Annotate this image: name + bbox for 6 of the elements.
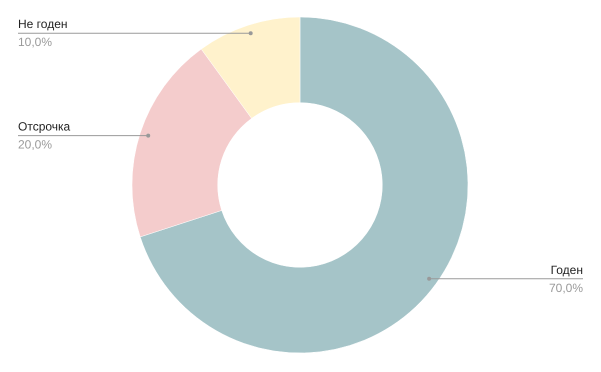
slice-label: Не годен <box>18 17 68 32</box>
data-label: 10,0% <box>18 35 52 50</box>
slice-label: Годен <box>550 262 583 277</box>
slice-label: Отсрочка <box>18 120 71 134</box>
data-label: 20,0% <box>18 138 52 152</box>
data-label: 70,0% <box>548 280 584 295</box>
